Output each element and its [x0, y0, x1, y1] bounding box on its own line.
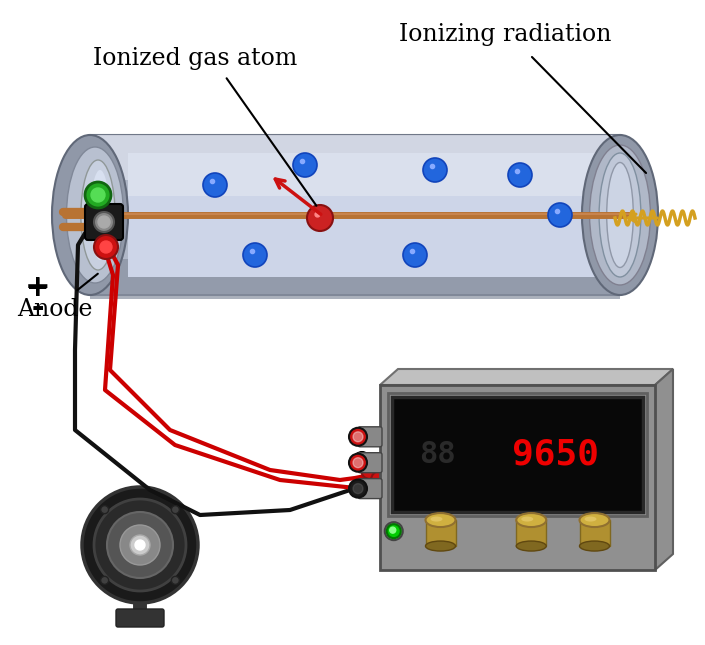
Circle shape	[94, 235, 118, 259]
Text: +: +	[26, 274, 49, 302]
Circle shape	[423, 158, 447, 182]
Text: -: -	[32, 293, 44, 322]
FancyBboxPatch shape	[90, 135, 620, 180]
Ellipse shape	[81, 160, 115, 270]
FancyBboxPatch shape	[128, 153, 610, 196]
Ellipse shape	[521, 517, 533, 522]
Circle shape	[293, 153, 317, 177]
FancyBboxPatch shape	[358, 427, 382, 447]
Circle shape	[353, 458, 363, 468]
Text: Anode: Anode	[17, 299, 93, 321]
Circle shape	[82, 487, 198, 603]
Ellipse shape	[584, 517, 596, 522]
Circle shape	[85, 182, 111, 208]
Circle shape	[548, 203, 572, 227]
Ellipse shape	[607, 163, 633, 268]
FancyBboxPatch shape	[580, 520, 610, 546]
FancyBboxPatch shape	[90, 135, 620, 295]
Ellipse shape	[580, 513, 610, 527]
Text: 88: 88	[419, 440, 455, 469]
Circle shape	[100, 241, 112, 253]
Ellipse shape	[426, 513, 455, 527]
Circle shape	[371, 471, 389, 489]
Circle shape	[135, 540, 145, 550]
Ellipse shape	[66, 147, 123, 283]
Circle shape	[390, 527, 396, 533]
Ellipse shape	[516, 541, 546, 551]
Text: -: -	[32, 293, 44, 322]
Circle shape	[171, 506, 179, 513]
Circle shape	[91, 188, 105, 202]
FancyBboxPatch shape	[116, 609, 164, 627]
Circle shape	[349, 428, 367, 446]
Ellipse shape	[580, 541, 610, 551]
Polygon shape	[655, 369, 673, 570]
FancyBboxPatch shape	[128, 153, 610, 277]
Circle shape	[353, 484, 363, 493]
Circle shape	[101, 506, 109, 513]
Text: Ionized gas atom: Ionized gas atom	[93, 46, 297, 70]
Ellipse shape	[426, 541, 455, 551]
Circle shape	[361, 461, 379, 479]
Ellipse shape	[582, 135, 658, 295]
Ellipse shape	[599, 153, 641, 277]
Circle shape	[353, 432, 363, 442]
FancyBboxPatch shape	[85, 204, 123, 240]
FancyBboxPatch shape	[380, 385, 655, 570]
Circle shape	[243, 243, 267, 267]
Text: Ionizing radiation: Ionizing radiation	[399, 23, 611, 46]
Circle shape	[403, 243, 427, 267]
Circle shape	[307, 205, 333, 231]
Circle shape	[94, 499, 186, 591]
Circle shape	[354, 452, 370, 468]
Circle shape	[203, 173, 227, 197]
FancyBboxPatch shape	[516, 520, 546, 546]
Ellipse shape	[52, 135, 128, 295]
Circle shape	[120, 525, 160, 565]
Ellipse shape	[431, 517, 443, 522]
Circle shape	[387, 524, 400, 538]
FancyBboxPatch shape	[358, 453, 382, 473]
Circle shape	[508, 163, 532, 187]
FancyBboxPatch shape	[90, 259, 620, 299]
Ellipse shape	[589, 145, 651, 285]
FancyBboxPatch shape	[358, 479, 382, 499]
Text: +: +	[25, 273, 51, 303]
FancyBboxPatch shape	[426, 520, 455, 546]
Circle shape	[101, 577, 109, 584]
Circle shape	[349, 453, 367, 471]
Circle shape	[98, 216, 110, 228]
Text: 9650: 9650	[512, 437, 599, 471]
Circle shape	[171, 577, 179, 584]
Circle shape	[130, 535, 150, 555]
Circle shape	[349, 480, 367, 497]
Ellipse shape	[90, 170, 109, 260]
Circle shape	[107, 512, 173, 578]
FancyBboxPatch shape	[392, 397, 643, 511]
Polygon shape	[380, 369, 673, 385]
Ellipse shape	[516, 513, 546, 527]
Circle shape	[94, 212, 114, 232]
